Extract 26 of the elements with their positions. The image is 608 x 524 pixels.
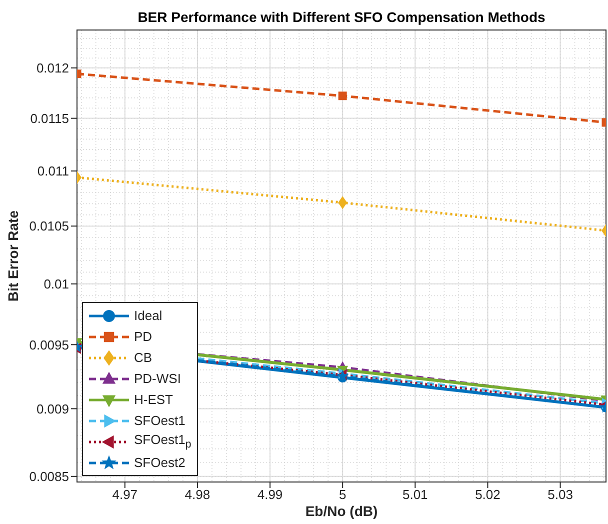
y-tick-label: 0.01 bbox=[44, 276, 69, 292]
x-tick-label: 5.01 bbox=[402, 487, 428, 502]
legend-label: Ideal bbox=[134, 308, 162, 323]
chart-title: BER Performance with Different SFO Compensation Methods bbox=[138, 9, 546, 25]
x-axis-title: Eb/No (dB) bbox=[305, 503, 378, 519]
y-tick-label: 0.0085 bbox=[29, 469, 69, 484]
y-axis-title: Bit Error Rate bbox=[4, 210, 21, 302]
y-tick-label: 0.011 bbox=[37, 164, 69, 179]
x-tick-label: 4.98 bbox=[184, 487, 210, 502]
y-tick-label: 0.009 bbox=[36, 401, 69, 416]
x-tick-label: 5 bbox=[338, 487, 346, 502]
y-tick-label: 0.012 bbox=[36, 60, 69, 76]
y-tick-label: 0.0095 bbox=[29, 337, 69, 352]
y-tick-label: 0.0115 bbox=[30, 110, 69, 126]
legend-label: SFOest1 bbox=[134, 413, 186, 428]
legend-label: PD-WSI bbox=[134, 371, 181, 386]
legend-label: SFOest1$_{p}$ bbox=[134, 432, 192, 451]
legend-label: H-EST bbox=[134, 392, 173, 407]
x-tick-label: 5.03 bbox=[548, 487, 573, 502]
x-tick-label: 4.99 bbox=[257, 487, 283, 502]
legend-label: SFOest2 bbox=[134, 455, 186, 470]
x-tick-label: 5.02 bbox=[475, 487, 500, 502]
x-tick-label: 4.97 bbox=[112, 487, 138, 502]
legend-label: PD bbox=[134, 329, 152, 344]
y-tick-label: 0.0105 bbox=[29, 218, 69, 234]
legend-label: CB bbox=[134, 350, 152, 365]
